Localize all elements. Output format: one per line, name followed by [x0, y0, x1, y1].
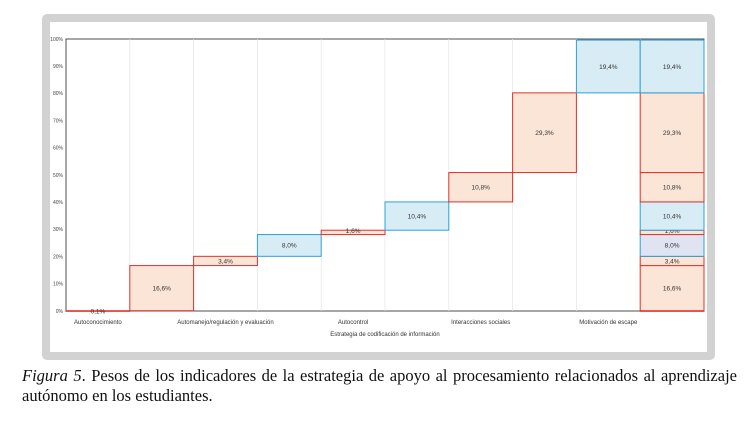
waterfall-bar	[512, 92, 577, 174]
y-tick-label: 100%	[50, 37, 63, 43]
x-axis-title: Estrategia de codificación de informació…	[330, 332, 439, 338]
caption-text: . Pesos de los indicadores de la estrate…	[22, 366, 737, 405]
y-tick-label: 30%	[53, 227, 64, 233]
x-category-label: Automanejo/regulación y evaluación	[177, 320, 273, 326]
total-bar-segment	[639, 92, 705, 174]
total-bar-segment	[639, 39, 705, 94]
waterfall-bar	[384, 201, 450, 231]
bar-value-label: 16,6%	[152, 285, 171, 292]
total-bar-segment	[639, 265, 705, 312]
y-tick-label: 50%	[53, 173, 64, 179]
total-segment-label: 29,3%	[663, 130, 682, 137]
x-category-label: Interacciones sociales	[451, 320, 510, 326]
y-tick-label: 0%	[56, 309, 64, 315]
bar-value-label: 8,0%	[282, 243, 297, 250]
waterfall-bar	[448, 172, 514, 203]
waterfall-bar	[129, 265, 195, 312]
total-segment-label: 1,6%	[665, 228, 680, 235]
total-segment-label: 19,4%	[663, 64, 682, 71]
waterfall-bar	[256, 234, 322, 257]
waterfall-bar	[193, 255, 258, 267]
total-segment-label: 10,8%	[663, 185, 682, 192]
y-tick-label: 20%	[53, 254, 64, 260]
figure-label: Figura 5	[22, 366, 82, 385]
total-segment-label: 10,4%	[663, 213, 682, 220]
x-category-label: Autoconocimiento	[74, 320, 122, 326]
total-segment-label: 3,4%	[665, 258, 680, 265]
x-category-label: Autocontrol	[338, 320, 368, 326]
x-category-label: Motivación de escape	[579, 320, 638, 326]
y-tick-label: 90%	[53, 64, 64, 70]
y-tick-label: 60%	[53, 146, 64, 152]
total-bar-segment	[639, 172, 705, 203]
bar-value-label: 29,3%	[535, 130, 554, 137]
waterfall-bar	[575, 39, 641, 94]
figure-caption: Figura 5. Pesos de los indicadores de la…	[22, 366, 737, 406]
bar-value-label: 10,8%	[471, 185, 490, 192]
bar-value-label: 19,4%	[599, 64, 618, 71]
y-tick-label: 40%	[53, 200, 64, 206]
y-tick-label: 70%	[53, 118, 64, 124]
total-bar-segment	[639, 201, 705, 231]
bar-value-label: 0,1%	[90, 309, 105, 316]
total-segment-label: 8,0%	[665, 243, 680, 250]
total-segment-label: 16,6%	[663, 285, 682, 292]
waterfall-chart: 0% 10% 20% 30% 40% 50% 60% 70% 80% 90% 100% 0,1% 16,…	[50, 37, 705, 338]
y-tick-label: 80%	[53, 91, 64, 97]
y-tick-label: 10%	[53, 282, 64, 288]
bar-value-label: 10,4%	[408, 213, 427, 220]
bar-value-label: 3,4%	[218, 258, 233, 265]
waterfall-bar	[320, 229, 386, 236]
bar-value-label: 1,6%	[346, 228, 361, 235]
